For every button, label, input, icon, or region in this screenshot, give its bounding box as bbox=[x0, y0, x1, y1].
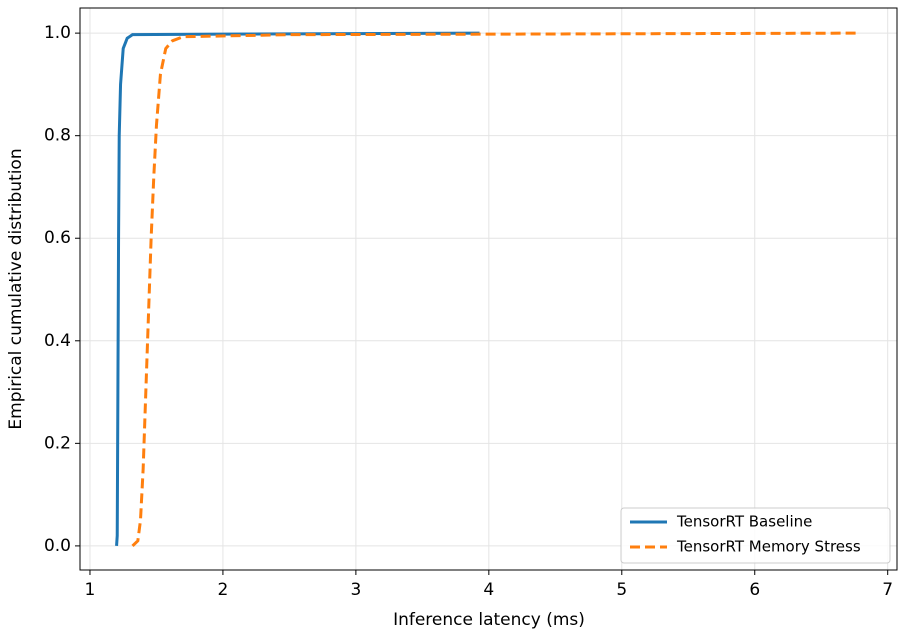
legend: TensorRT Baseline TensorRT Memory Stress bbox=[620, 507, 891, 564]
x-tick-label: 6 bbox=[749, 580, 760, 600]
x-tick-label: 5 bbox=[616, 580, 627, 600]
x-tick-label: 7 bbox=[882, 580, 893, 600]
x-tick-label: 4 bbox=[483, 580, 494, 600]
y-tick-label: 0.4 bbox=[44, 331, 71, 351]
y-tick-label: 1.0 bbox=[44, 23, 71, 43]
x-axis-label: Inference latency (ms) bbox=[393, 610, 585, 630]
y-axis-label: Empirical cumulative distribution bbox=[6, 148, 26, 429]
x-tick-label: 1 bbox=[85, 580, 96, 600]
series-line bbox=[115, 31, 480, 546]
y-tick-label: 0.6 bbox=[44, 228, 71, 248]
y-tick-label: 0.8 bbox=[44, 126, 71, 146]
legend-label: TensorRT Baseline bbox=[676, 513, 812, 531]
series-line bbox=[131, 31, 859, 547]
legend-label: TensorRT Memory Stress bbox=[676, 538, 861, 556]
legend-box bbox=[620, 507, 891, 564]
y-tick-label: 0.2 bbox=[44, 433, 71, 453]
y-tick-label: 0.0 bbox=[44, 536, 71, 556]
x-tick-label: 3 bbox=[350, 580, 361, 600]
x-tick-label: 2 bbox=[218, 580, 229, 600]
plot-frame bbox=[79, 7, 898, 571]
